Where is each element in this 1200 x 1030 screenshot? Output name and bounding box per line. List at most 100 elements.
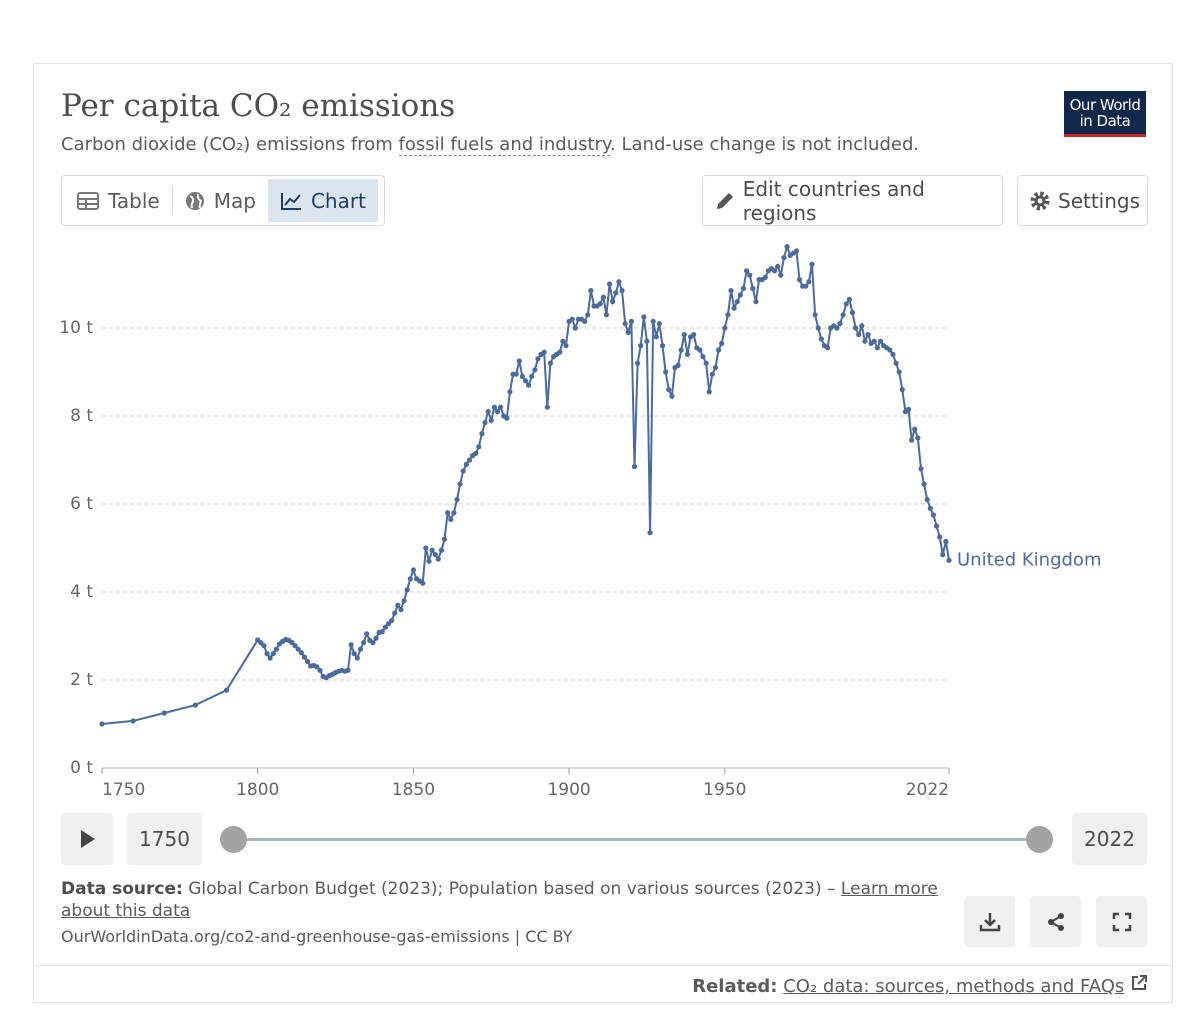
data-point — [488, 417, 494, 423]
data-point — [317, 667, 323, 673]
data-point — [451, 510, 457, 516]
data-point — [815, 325, 821, 331]
data-point — [267, 655, 273, 661]
tab-map[interactable]: Map — [173, 179, 268, 222]
data-point — [893, 360, 899, 366]
edit-button[interactable]: Edit countries and regions — [702, 175, 1003, 226]
data-point — [796, 277, 803, 283]
data-point — [896, 369, 902, 375]
icon — [1047, 912, 1064, 931]
data-point — [915, 435, 921, 441]
data-source: Data source: Global Carbon Budget (2023)… — [61, 878, 941, 922]
data-point — [513, 371, 519, 377]
data-point — [874, 345, 880, 351]
data-point — [762, 274, 768, 280]
data-point — [653, 334, 659, 340]
data-point — [669, 393, 675, 399]
view-tabs: Table Map Chart — [61, 175, 385, 226]
data-point — [560, 338, 566, 344]
data-point — [877, 338, 884, 344]
icon — [185, 191, 204, 210]
data-point — [940, 552, 946, 558]
learn-more-link[interactable]: Learn more about this data — [61, 879, 938, 921]
logo-line: in Data — [1079, 112, 1131, 130]
data-point — [460, 468, 466, 474]
y-tick-label: 6 t — [70, 494, 93, 514]
data-point — [473, 450, 479, 456]
data-point — [806, 279, 812, 285]
data-point — [737, 292, 743, 298]
separator — [34, 965, 1172, 966]
y-tick-label: 8 t — [70, 406, 93, 426]
share-button[interactable] — [1030, 896, 1081, 947]
data-point — [301, 654, 308, 660]
data-point — [625, 329, 631, 335]
timeline-handle[interactable] — [220, 826, 247, 853]
x-tick-label: 1750 — [102, 780, 145, 800]
data-point — [912, 426, 918, 432]
x-tick-label: 1850 — [392, 780, 435, 800]
data-point — [715, 347, 722, 353]
icon — [1112, 912, 1131, 931]
data-point — [485, 409, 491, 415]
tab-label: Map — [213, 188, 256, 213]
data-point — [719, 340, 725, 346]
data-point — [264, 651, 270, 657]
source-text: Global Carbon Budget (2023); Population … — [188, 879, 841, 899]
data-point — [784, 244, 790, 250]
timeline-end[interactable]: 2022 — [1072, 813, 1147, 865]
data-point — [628, 318, 634, 324]
data-point — [569, 316, 575, 322]
data-point — [504, 415, 510, 421]
data-point — [697, 347, 703, 353]
data-point — [905, 406, 912, 412]
logo[interactable]: Our World in Data — [1064, 91, 1146, 137]
timeline-track — [234, 838, 1039, 841]
data-point — [410, 567, 416, 573]
tab-chart[interactable]: Chart — [267, 179, 378, 222]
icon — [77, 191, 99, 210]
data-point — [731, 305, 737, 311]
data-point — [635, 360, 641, 366]
timeline-start[interactable]: 1750 — [127, 813, 202, 865]
tab-table[interactable]: Table — [65, 179, 172, 222]
data-point — [192, 702, 199, 708]
data-point — [834, 325, 840, 331]
data-point — [781, 255, 787, 261]
data-point — [691, 332, 697, 338]
data-point — [420, 580, 426, 586]
data-point — [725, 312, 731, 318]
subtitle-link[interactable]: fossil fuels and industry — [398, 134, 611, 156]
data-point — [438, 547, 445, 553]
data-point — [846, 296, 852, 302]
series-label: United Kingdom — [957, 549, 1101, 570]
data-point — [547, 360, 554, 366]
data-point — [862, 338, 868, 344]
play-button[interactable] — [61, 813, 113, 865]
data-point — [709, 371, 715, 377]
data-point — [445, 510, 451, 516]
data-point — [650, 318, 656, 324]
data-point — [824, 345, 831, 351]
data-point — [379, 629, 385, 635]
related-link[interactable]: CO₂ data: sources, methods and FAQs — [783, 976, 1125, 997]
data-point — [544, 404, 550, 410]
data-point — [852, 325, 859, 331]
icon — [81, 830, 95, 848]
data-point — [899, 387, 905, 393]
settings-button[interactable]: Settings — [1017, 175, 1148, 226]
data-point — [519, 373, 525, 379]
fullscreen-button[interactable] — [1096, 896, 1147, 947]
data-point — [890, 351, 896, 357]
data-point — [675, 362, 681, 368]
data-point — [818, 336, 824, 342]
data-point — [706, 389, 712, 395]
data-point — [837, 321, 843, 327]
y-tick-label: 4 t — [70, 582, 93, 602]
data-point — [930, 512, 937, 518]
data-point — [778, 272, 784, 278]
y-tick-label: 0 t — [70, 758, 93, 778]
data-point — [641, 314, 647, 320]
timeline-handle[interactable] — [1026, 826, 1053, 853]
download-button[interactable] — [964, 896, 1015, 947]
